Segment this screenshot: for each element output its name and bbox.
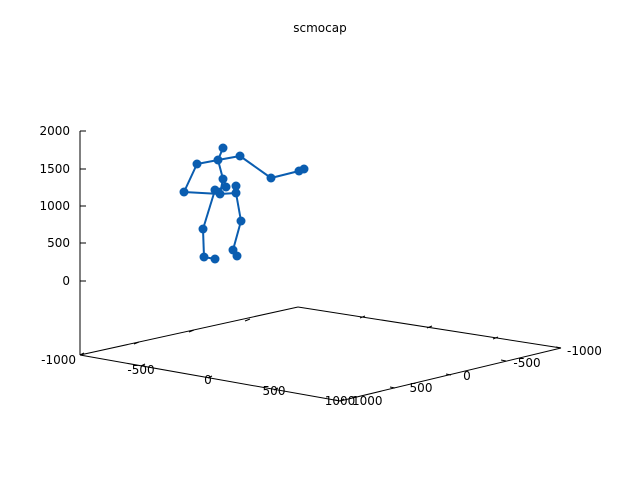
x-tick-label: -1000	[41, 353, 76, 367]
joint-r_hand	[299, 164, 309, 174]
joint-neck	[213, 155, 223, 165]
z-axis-ticks: 2000 1500 1000 500 0	[39, 124, 86, 288]
back-tick-mark	[244, 318, 251, 322]
back-tick-mark	[188, 329, 195, 333]
z-tick-label: 1500	[39, 162, 70, 176]
x-axis-ticks: -1000 -500 0 500 1000	[41, 315, 499, 408]
x-tick-label: 500	[263, 384, 286, 398]
joint-l_ankle	[199, 252, 209, 262]
x-tick-mark	[79, 352, 85, 356]
joint-r_shoulder	[235, 151, 245, 161]
y-tick-label: -1000	[567, 344, 602, 358]
bone-l_shoulder-l_elbow	[183, 163, 198, 193]
y-tick-mark	[334, 399, 341, 402]
joint-l_shoulder	[192, 159, 202, 169]
axes-frame	[79, 131, 562, 402]
skeleton-bones	[183, 147, 305, 260]
back-tick-mark	[359, 315, 366, 319]
joint-l_hip_a	[210, 185, 220, 195]
joint-l_hip_b	[221, 182, 231, 192]
x-tick-mark	[140, 363, 146, 367]
skeleton-joints	[179, 143, 309, 264]
y-tick-mark	[500, 359, 507, 362]
joint-r_hip_b	[231, 188, 241, 198]
z-tick-label: 1000	[39, 199, 70, 213]
bone-l_knee-l_ankle	[202, 228, 205, 258]
joint-r_toe	[232, 251, 242, 261]
z-tick-label: 2000	[39, 124, 70, 138]
bone-r_hip_b-r_knee	[235, 192, 242, 222]
y-tick-label: 1000	[352, 394, 383, 408]
x-tick-mark	[207, 375, 213, 379]
y-tick-mark	[445, 373, 452, 376]
joint-spine	[218, 174, 228, 184]
joint-r_elbow	[266, 173, 276, 183]
x-tick-mark	[273, 387, 279, 391]
bone-r_elbow-r_wrist	[270, 170, 300, 179]
back-tick-mark	[426, 325, 433, 329]
x-tick-label: 0	[204, 373, 212, 387]
y-tick-mark	[389, 386, 396, 389]
x-axis-line	[79, 354, 341, 402]
bone-r_knee-r_ankle	[232, 220, 242, 251]
back-tick-mark	[492, 336, 499, 340]
bone-r_shoulder-r_elbow	[239, 155, 272, 179]
z-tick-label: 500	[47, 236, 70, 250]
y-tick-label: -500	[513, 356, 540, 370]
y-tick-mark	[555, 346, 562, 349]
y-tick-label: 0	[463, 369, 471, 383]
back-left-edge	[79, 306, 299, 356]
back-tick-mark	[133, 341, 140, 345]
x-tick-label: -500	[127, 363, 154, 377]
joint-l_elbow	[179, 187, 189, 197]
joint-head	[218, 143, 228, 153]
joint-l_toe	[210, 254, 220, 264]
joint-r_hip_a	[231, 181, 241, 191]
x-tick-mark	[339, 398, 345, 402]
y-axis-ticks: 1000 500 0 -500 -1000	[334, 344, 602, 408]
bone-l_hip_a-l_knee	[202, 189, 216, 230]
chart-title: scmocap	[293, 21, 346, 35]
joint-r_knee	[236, 216, 246, 226]
z-tick-label: 0	[62, 274, 70, 288]
joint-l_knee	[198, 224, 208, 234]
y-tick-label: 500	[410, 381, 433, 395]
